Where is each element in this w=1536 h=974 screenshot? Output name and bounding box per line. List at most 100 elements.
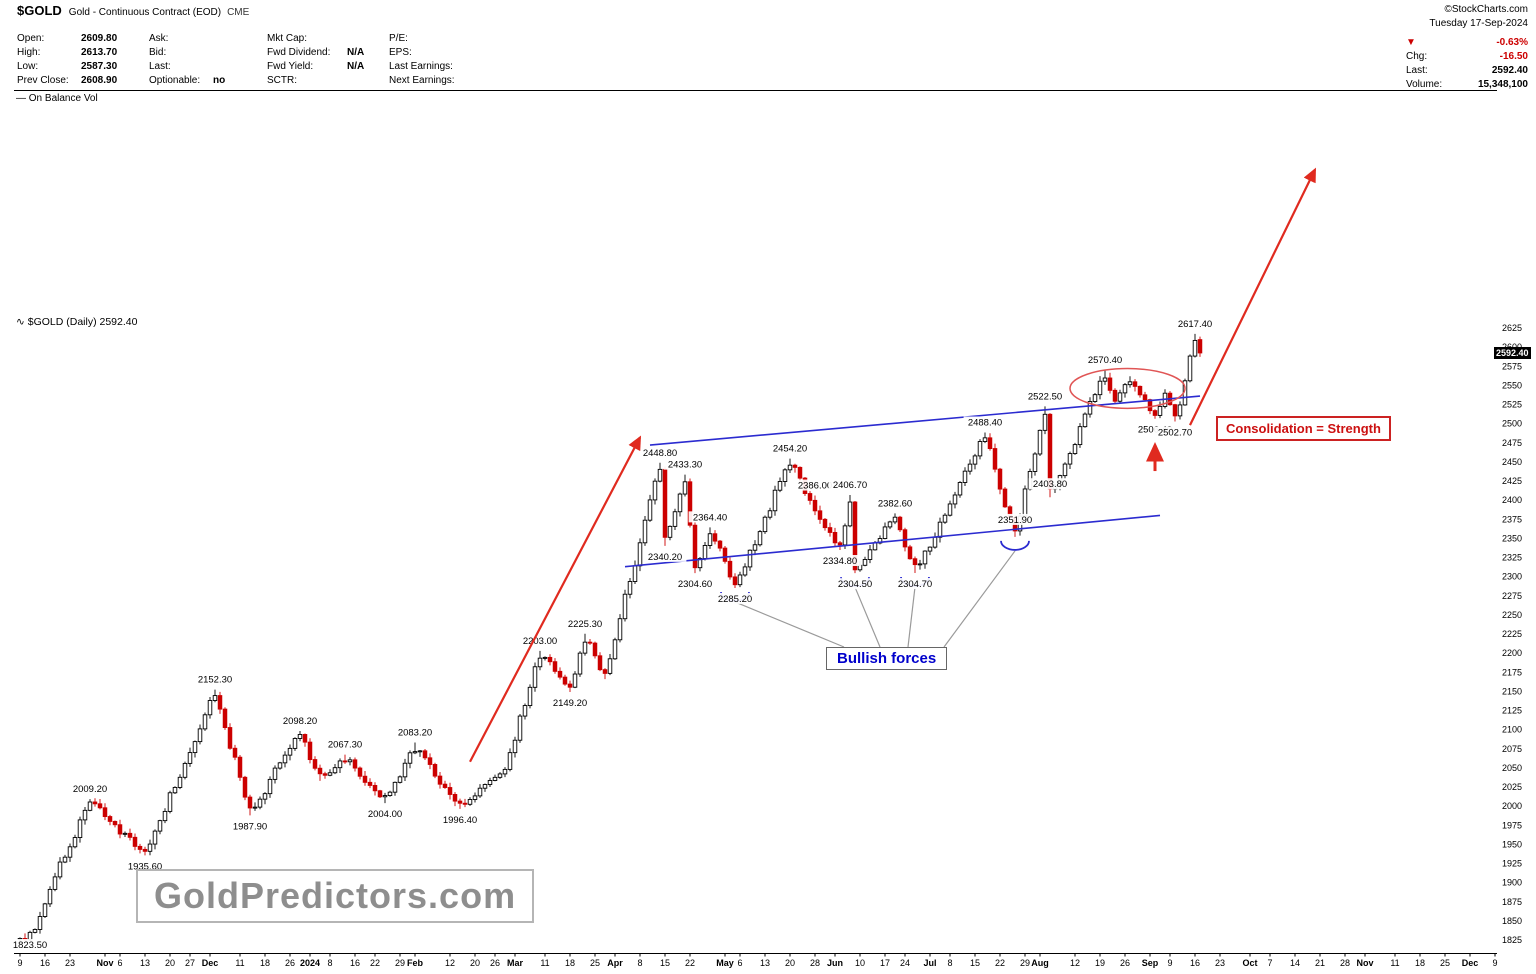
candle-down — [1002, 488, 1008, 508]
price-annotation: 2454.20 — [773, 444, 807, 455]
price-annotation: 2340.20 — [648, 552, 682, 563]
price-label-bg — [8, 939, 52, 950]
candle-down — [827, 527, 833, 533]
x-axis-label: 22 — [995, 958, 1005, 968]
quote-field-label: Bid: — [149, 47, 167, 58]
candle-up — [1037, 429, 1043, 455]
candle-up — [397, 776, 403, 783]
price-label-bg — [1173, 317, 1217, 329]
price-label-bg — [873, 497, 917, 509]
x-axis-label: 8 — [947, 958, 952, 968]
quote-summary-value: 15,348,100 — [1477, 79, 1528, 90]
candle-up — [507, 752, 513, 770]
candle-up — [892, 516, 898, 523]
candle-up — [932, 536, 938, 548]
candle-up — [762, 516, 768, 533]
x-axis-label: 21 — [1315, 958, 1325, 968]
candle-down — [1172, 404, 1178, 417]
candle-down — [817, 510, 823, 520]
candle-up — [187, 752, 193, 764]
candle-down — [242, 776, 248, 798]
quote-field-label: P/E: — [389, 33, 408, 44]
y-axis-label: 2450 — [1502, 457, 1522, 467]
price-label-bg — [1028, 478, 1072, 490]
x-axis-label: 9 — [1167, 958, 1172, 968]
x-axis-label: 27 — [185, 958, 195, 968]
x-axis-label: 12 — [445, 958, 455, 968]
candle-up — [87, 801, 93, 811]
price-label-bg — [438, 813, 482, 825]
candle-down — [437, 775, 443, 785]
candle-up — [787, 464, 793, 471]
quote-field-label: Last Earnings: — [389, 61, 453, 72]
percent-change: -0.63% — [1496, 37, 1528, 48]
candle-up — [937, 521, 943, 538]
candle-down — [1142, 394, 1148, 401]
candle-up — [177, 776, 183, 788]
x-axis-label: 2024 — [300, 958, 320, 968]
quote-field: Last: — [149, 60, 267, 74]
y-axis-label: 2200 — [1502, 648, 1522, 658]
y-axis-label: 2275 — [1502, 591, 1522, 601]
quote-field: EPS: — [389, 46, 549, 60]
candle-up — [737, 574, 743, 586]
price-label-bg — [818, 555, 862, 567]
candle-down — [852, 501, 858, 571]
candle-up — [267, 778, 273, 795]
candle-up — [497, 773, 503, 778]
price-label-bg — [393, 726, 437, 738]
quote-field: SCTR: — [267, 74, 389, 88]
y-axis-label: 2050 — [1502, 763, 1522, 773]
candle-down — [662, 468, 668, 538]
candle-up — [392, 781, 398, 793]
candle-up — [582, 641, 588, 654]
candle-down — [107, 816, 113, 822]
price-annotation: 2152.30 — [198, 675, 232, 686]
pointer-line — [854, 586, 881, 648]
candle-up — [757, 531, 763, 546]
x-axis-label: 16 — [1190, 958, 1200, 968]
quote-field-label: SCTR: — [267, 75, 297, 86]
price-label-bg — [1023, 390, 1067, 402]
x-axis-label: 9 — [17, 958, 22, 968]
x-axis-label: Dec — [1462, 958, 1479, 968]
x-axis-label: 20 — [470, 958, 480, 968]
candle-down — [307, 741, 313, 761]
y-axis-label: 2150 — [1502, 686, 1522, 696]
candle-down — [812, 499, 818, 512]
candle-down — [722, 547, 728, 562]
x-axis-label: 22 — [370, 958, 380, 968]
candle-down — [1112, 389, 1118, 402]
candle-up — [702, 545, 708, 559]
candle-down — [422, 750, 428, 759]
x-axis-label: 25 — [590, 958, 600, 968]
x-axis-label: 8 — [637, 958, 642, 968]
candle-up — [122, 832, 128, 835]
price-annotation: 2067.30 — [328, 740, 362, 751]
quote-field: Prev Close: 2608.90 — [17, 74, 149, 88]
candle-up — [252, 806, 258, 809]
candle-up — [47, 888, 53, 905]
price-annotation: 2304.60 — [678, 579, 712, 590]
y-axis-label: 2575 — [1502, 361, 1522, 371]
candle-up — [82, 809, 88, 821]
candle-up — [622, 593, 628, 620]
candle-up — [62, 856, 68, 863]
candle-up — [1062, 463, 1068, 477]
quote-field: Low: 2587.30 — [17, 60, 149, 74]
candle-up — [167, 792, 173, 812]
x-axis-label: 16 — [40, 958, 50, 968]
x-axis-label: 20 — [165, 958, 175, 968]
price-label-bg — [548, 696, 592, 708]
price-label-bg — [768, 442, 812, 454]
candle-down — [987, 437, 993, 450]
price-annotation: 1996.40 — [443, 815, 477, 826]
price-label-bg — [713, 592, 757, 604]
candle-up — [277, 762, 283, 769]
x-axis-label: Dec — [202, 958, 219, 968]
candle-up — [667, 525, 673, 538]
x-axis-label: 7 — [1267, 958, 1272, 968]
candle-up — [207, 700, 213, 716]
candle-down — [897, 516, 903, 531]
